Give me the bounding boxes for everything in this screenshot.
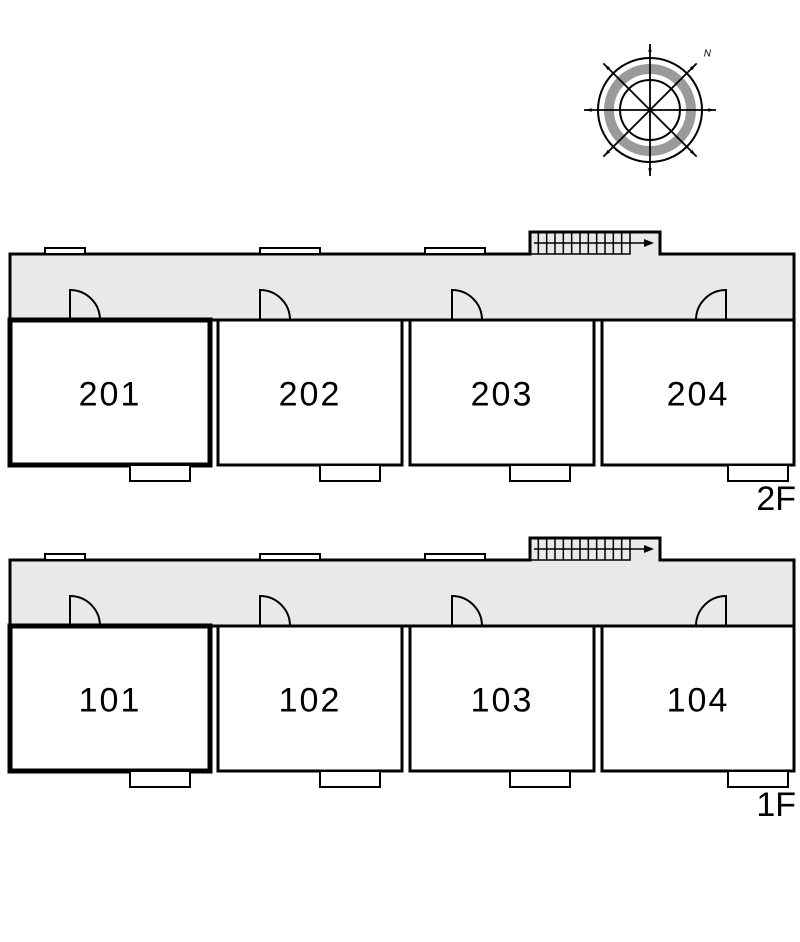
compass-north-label: N (704, 48, 712, 59)
floor-2F: 201 202 203 204 2F (10, 232, 796, 518)
compass-icon: N (584, 44, 716, 176)
vent (45, 554, 85, 560)
corridor (10, 538, 794, 626)
balcony (130, 771, 190, 787)
room-label: 103 (471, 681, 534, 719)
vent (260, 248, 320, 254)
vent (260, 554, 320, 560)
floor-label: 2F (756, 480, 796, 518)
balcony (320, 771, 380, 787)
balcony (510, 465, 570, 481)
room-label: 203 (471, 375, 534, 413)
room-label: 204 (667, 375, 730, 413)
balcony (320, 465, 380, 481)
floor-1F: 101 102 103 104 1F (10, 538, 796, 824)
room-label: 104 (667, 681, 730, 719)
balcony (728, 465, 788, 481)
floor-label: 1F (756, 786, 796, 824)
balcony (728, 771, 788, 787)
vent (425, 248, 485, 254)
room-label: 202 (279, 375, 342, 413)
room-label: 102 (279, 681, 342, 719)
vent (425, 554, 485, 560)
floor-plan-diagram: N 201 202 203 204 2F 101 102 103 104 1F (0, 0, 800, 942)
balcony (130, 465, 190, 481)
corridor (10, 232, 794, 320)
balcony (510, 771, 570, 787)
room-label: 101 (79, 681, 142, 719)
vent (45, 248, 85, 254)
room-label: 201 (79, 375, 142, 413)
